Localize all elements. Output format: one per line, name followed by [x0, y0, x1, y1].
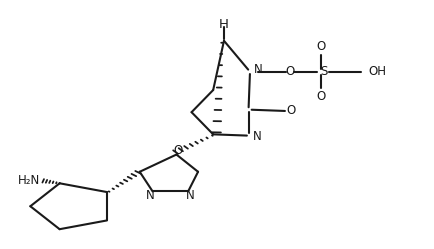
Text: N: N	[145, 189, 154, 202]
Text: O: O	[173, 144, 182, 157]
Text: H₂N: H₂N	[18, 174, 40, 187]
Text: N: N	[253, 63, 263, 76]
Text: O: O	[316, 40, 325, 54]
Text: N: N	[186, 189, 194, 202]
Text: S: S	[320, 65, 327, 78]
Text: O: O	[316, 90, 325, 103]
Text: OH: OH	[368, 65, 386, 78]
Text: O: O	[286, 105, 295, 118]
Text: H: H	[219, 17, 228, 31]
Text: N: N	[252, 130, 261, 143]
Text: O: O	[285, 65, 294, 78]
